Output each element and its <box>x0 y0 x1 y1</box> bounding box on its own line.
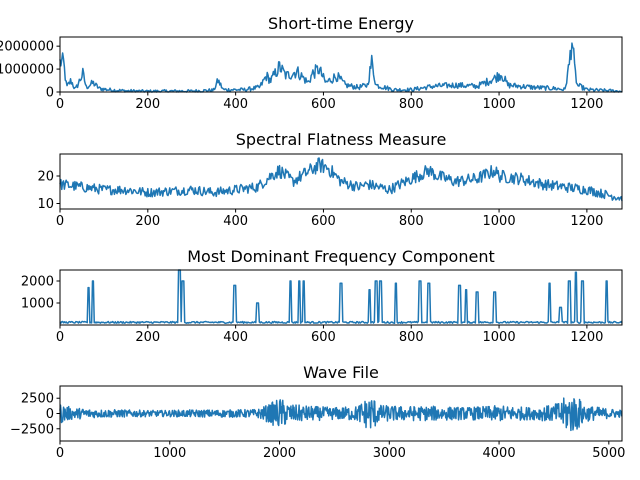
x-tick-label: 200 <box>135 330 160 345</box>
y-tick-label: 1000 <box>21 297 54 312</box>
x-tick-label: 1200 <box>570 97 603 112</box>
panel-short-time-energy: Short-time Energy 0 200 400 600 800 1000 12000… <box>0 14 623 112</box>
axes-frame <box>59 269 623 326</box>
axes-ticks: 0 200 400 600 800 1000 1200 1000 2000 <box>21 275 604 346</box>
x-tick-label: 400 <box>223 97 248 112</box>
y-tick-label: 0 <box>46 407 54 422</box>
x-tick-label: 0 <box>56 446 64 461</box>
x-tick-label: 1200 <box>570 330 603 345</box>
x-tick-label: 0 <box>56 330 64 345</box>
y-tick-label: 20 <box>37 170 54 185</box>
y-tick-label: 2500 <box>21 392 54 407</box>
series-line <box>59 269 623 324</box>
x-tick-label: 800 <box>399 330 424 345</box>
series-polyline <box>59 157 623 202</box>
x-tick-label: 1000 <box>483 214 516 229</box>
series-polyline <box>59 397 623 432</box>
y-tick-label: 0 <box>46 86 54 101</box>
x-tick-label: 600 <box>311 97 336 112</box>
x-tick-label: 1000 <box>153 446 186 461</box>
x-tick-label: 2000 <box>263 446 296 461</box>
x-tick-label: 600 <box>311 214 336 229</box>
x-tick-label: 400 <box>223 214 248 229</box>
y-tick-label: 10 <box>37 197 54 212</box>
panel-title: Most Dominant Frequency Component <box>187 247 495 266</box>
series-line <box>59 157 623 202</box>
x-tick-label: 200 <box>135 97 160 112</box>
axes-frame <box>59 385 623 442</box>
axes-frame <box>59 36 623 93</box>
panel-title: Spectral Flatness Measure <box>236 130 447 149</box>
y-tick-label: 2000000 <box>0 40 54 55</box>
panel-wave-file: Wave File 0 1000 2000 3000 4000 5000−25000250… <box>10 363 625 461</box>
x-tick-label: 400 <box>223 330 248 345</box>
panel-dominant-frequency: Most Dominant Frequency Component 0 200 40… <box>21 247 623 346</box>
y-tick-label: −2500 <box>10 422 54 437</box>
panel-spectral-flatness: Spectral Flatness Measure 0 200 400 600 800 1… <box>37 130 623 230</box>
axes-ticks: 0 200 400 600 800 1000 1200 0 1000000 2000000 <box>0 40 603 112</box>
panel-title: Wave File <box>303 363 379 382</box>
x-tick-label: 5000 <box>592 446 625 461</box>
x-tick-label: 600 <box>311 330 336 345</box>
x-tick-label: 200 <box>135 214 160 229</box>
series-line <box>59 42 623 93</box>
y-tick-label: 1000000 <box>0 63 54 78</box>
x-tick-label: 800 <box>399 214 424 229</box>
x-tick-label: 3000 <box>373 446 406 461</box>
x-tick-label: 1000 <box>483 97 516 112</box>
x-tick-label: 1200 <box>570 214 603 229</box>
x-tick-label: 4000 <box>483 446 516 461</box>
y-tick-label: 2000 <box>21 275 54 290</box>
x-tick-label: 800 <box>399 97 424 112</box>
axes-ticks: 0 200 400 600 800 1000 1200 10 20 <box>37 170 603 230</box>
x-tick-label: 1000 <box>483 330 516 345</box>
x-tick-label: 0 <box>56 97 64 112</box>
panel-title: Short-time Energy <box>268 14 414 33</box>
series-polyline <box>59 269 623 324</box>
series-line <box>59 397 623 432</box>
axes-frame <box>59 153 623 210</box>
x-tick-label: 0 <box>56 214 64 229</box>
series-polyline <box>59 42 623 93</box>
